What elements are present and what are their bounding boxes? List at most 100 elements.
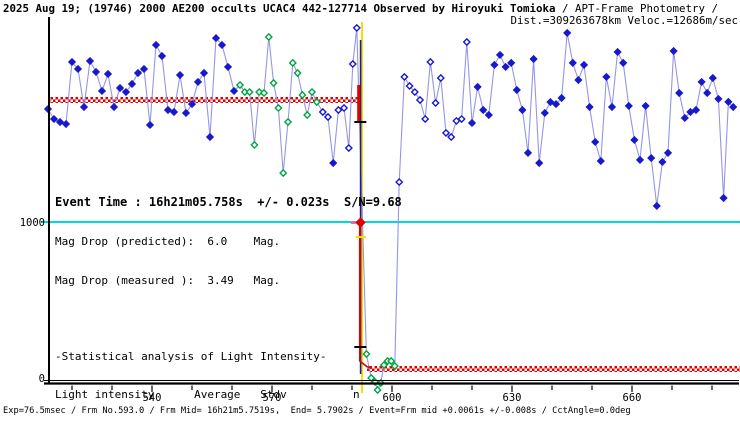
- data-point-blue: [518, 105, 527, 115]
- data-point-blue: [619, 58, 628, 67]
- data-point-blue: [714, 94, 723, 104]
- data-point-blue: [127, 79, 137, 89]
- data-point-green-open: [298, 90, 307, 100]
- data-point-blue: [157, 51, 167, 61]
- data-point-blue: [607, 102, 617, 112]
- data-point-blue: [512, 85, 521, 95]
- x-axis-tick-label: 570: [263, 392, 282, 404]
- data-point-blue: [540, 108, 549, 118]
- event-red-upper-bar: [357, 85, 361, 122]
- data-point-blue: [484, 110, 493, 120]
- mag-drop-measured: Mag Drop (measured ): 3.49 Mag.: [55, 273, 281, 287]
- data-point-blue: [175, 70, 185, 80]
- data-point-blue: [596, 156, 605, 166]
- data-point-blue: [181, 108, 191, 118]
- data-point-blue: [635, 155, 645, 165]
- data-point-blue: [641, 101, 650, 111]
- data-point-blue: [139, 64, 149, 74]
- data-point-blue: [121, 87, 131, 97]
- x-axis-tick-label: 630: [503, 392, 522, 404]
- data-point-blue-open: [334, 105, 343, 115]
- stats-header: -Statistical analysis of Light Intensity…: [55, 349, 327, 363]
- data-point-blue: [563, 28, 572, 38]
- data-point-green-open: [250, 140, 259, 150]
- data-point-blue: [630, 135, 639, 145]
- data-point-blue: [193, 77, 203, 87]
- data-point-blue-open: [410, 87, 419, 97]
- data-point-blue: [546, 97, 555, 107]
- data-point-green-open: [269, 78, 278, 88]
- data-point-blue: [211, 33, 221, 43]
- data-point-blue: [85, 56, 95, 66]
- data-point-blue: [507, 58, 516, 67]
- data-point-blue-open: [400, 72, 409, 82]
- data-point-blue: [663, 148, 673, 157]
- data-point-blue: [169, 107, 179, 117]
- data-point-blue-open: [395, 177, 404, 187]
- data-point-blue-open: [415, 95, 425, 105]
- data-point-blue: [479, 105, 488, 115]
- data-point-blue: [529, 54, 538, 64]
- data-point-blue: [703, 88, 712, 98]
- data-point-green-open: [367, 373, 376, 383]
- data-point-blue-open: [405, 81, 414, 91]
- data-point-blue-open: [339, 103, 349, 113]
- level-1000-guide-line: [41, 221, 740, 223]
- data-point-blue: [624, 101, 633, 111]
- data-point-green-open: [259, 88, 269, 98]
- data-point-blue: [205, 132, 215, 142]
- mag-drop-predicted: Mag Drop (predicted): 6.0 Mag.: [55, 235, 281, 249]
- data-point-blue: [652, 201, 661, 211]
- data-point-blue: [67, 57, 77, 67]
- data-point-green-open: [279, 168, 288, 178]
- background-average-level-line: [367, 366, 740, 372]
- data-point-blue-open: [447, 132, 456, 142]
- data-point-green-open: [312, 97, 321, 107]
- data-point-blue-open: [457, 114, 466, 124]
- event-error-tick-lower: [354, 346, 367, 348]
- data-point-blue-open: [323, 112, 333, 122]
- data-point-blue: [151, 40, 161, 50]
- data-point-blue-open: [344, 143, 353, 153]
- data-point-blue: [557, 93, 566, 103]
- data-point-blue: [187, 99, 197, 109]
- data-point-blue: [585, 102, 594, 112]
- data-point-blue: [163, 105, 173, 115]
- data-point-blue: [691, 105, 701, 115]
- event-red-lower-bar: [358, 222, 361, 347]
- data-point-green-open: [235, 80, 245, 90]
- data-point-blue: [647, 153, 656, 163]
- y-axis-tick-label: 1000: [20, 217, 45, 229]
- data-point-blue: [697, 77, 706, 87]
- data-point-blue: [91, 67, 101, 77]
- data-point-blue: [223, 62, 233, 72]
- data-point-blue: [729, 102, 738, 112]
- data-point-blue: [708, 73, 717, 83]
- data-point-blue: [680, 113, 689, 123]
- event-pink-tick: [350, 221, 356, 224]
- data-point-blue-open: [436, 73, 445, 83]
- chart-title: 2025 Aug 19; (19746) 2000 AE200 occults …: [3, 2, 718, 15]
- data-point-blue: [669, 46, 678, 56]
- data-point-blue: [551, 99, 561, 109]
- data-point-blue: [501, 62, 510, 72]
- data-point-blue: [199, 68, 209, 78]
- y-axis-tick-label: 0: [39, 373, 45, 385]
- data-point-blue: [329, 158, 338, 168]
- data-point-blue: [579, 60, 589, 69]
- event-time-label: Event Time : 16h21m05.758s +/- 0.023s S/…: [55, 195, 402, 209]
- data-point-blue: [602, 72, 611, 82]
- data-point-green-open: [283, 117, 293, 127]
- x-axis-tick-label: 660: [623, 392, 642, 404]
- statistics-panel: Mag Drop (predicted): 6.0 Mag. Mag Drop …: [55, 211, 366, 425]
- data-point-blue: [467, 118, 477, 128]
- data-point-green-open: [274, 103, 283, 113]
- data-point-blue-open: [348, 59, 357, 69]
- data-point-blue-open: [426, 57, 435, 67]
- data-point-green-open: [362, 349, 371, 359]
- data-point-blue: [495, 50, 505, 60]
- spacer-line: [55, 313, 366, 326]
- combined-average-level-line: [48, 97, 360, 103]
- data-point-blue: [473, 82, 482, 91]
